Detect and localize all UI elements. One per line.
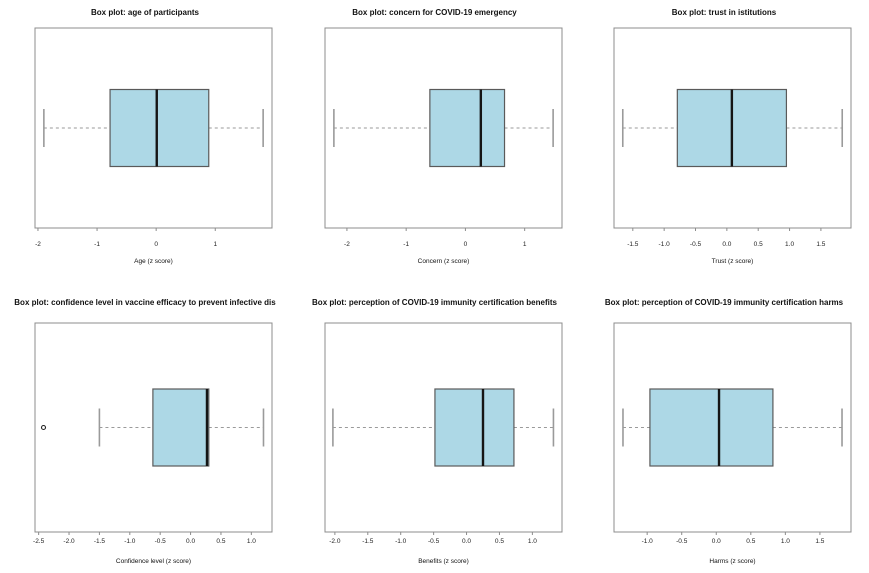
plot-title-confidence: Box plot: confidence level in vaccine ef… xyxy=(14,298,276,307)
boxplot-cell-trust: Box plot: trust in istitutions -1.5 -1.0-… xyxy=(579,0,869,287)
x-tick-label: -2.0 xyxy=(63,538,75,545)
x-tick-label: 0.0 xyxy=(712,538,721,545)
x-tick-label: 0.5 xyxy=(754,241,763,248)
boxplot-cell-confidence: Box plot: confidence level in vaccine ef… xyxy=(0,287,290,573)
outlier-point xyxy=(40,424,47,431)
boxplot-canvas-confidence: -2.5 -2.0 -1.5 -1.0 -0.5 0.0 0.5 1.0 Confidence … xyxy=(33,322,273,565)
iqr-box xyxy=(109,88,210,168)
x-axis-label: Trust (z score) xyxy=(712,258,754,265)
boxplot-canvas-benefits: -2.0 -1.5 -1.0 -0.5 0.0 0.5 1.0 Benefits (z sco… xyxy=(324,322,563,565)
x-tick-label: -1 xyxy=(94,241,100,248)
x-axis-label: Concern (z score) xyxy=(418,258,470,265)
iqr-box xyxy=(429,88,506,168)
x-axis-label: Harms (z score) xyxy=(709,558,755,565)
plot-border xyxy=(613,27,852,229)
x-tick-label: 1.5 xyxy=(816,241,825,248)
x-tick-label: 0 xyxy=(464,241,468,248)
x-tick-label: -1.5 xyxy=(627,241,639,248)
plot-border xyxy=(34,322,273,533)
x-tick-label: -1.0 xyxy=(642,538,654,545)
x-tick-label: -1 xyxy=(403,241,409,248)
x-tick-label: -1.5 xyxy=(94,538,106,545)
x-tick-label: -0.5 xyxy=(676,538,688,545)
x-tick-label: -1.0 xyxy=(124,538,136,545)
x-tick-label: 1.0 xyxy=(528,538,537,545)
plot-title-concern: Box plot: concern for COVID-19 emergency xyxy=(352,8,517,17)
plot-border xyxy=(613,322,852,533)
x-axis-label: Confidence level (z score) xyxy=(116,558,191,565)
x-tick-label: -2.0 xyxy=(329,538,341,545)
iqr-box xyxy=(434,388,515,467)
x-tick-label: -0.5 xyxy=(690,241,702,248)
x-axis-label: Age (z score) xyxy=(134,258,173,265)
x-tick-label: -2 xyxy=(344,241,350,248)
x-tick-label: 1 xyxy=(213,241,217,248)
x-tick-label: -1.0 xyxy=(659,241,671,248)
plot-title-benefits: Box plot: perception of COVID-19 immunit… xyxy=(312,298,557,307)
plot-title-age: Box plot: age of participants xyxy=(90,8,199,17)
plot-border xyxy=(324,27,563,229)
x-tick-label: -1.0 xyxy=(395,538,407,545)
x-tick-label: -2 xyxy=(35,241,41,248)
x-tick-label: 1.0 xyxy=(785,241,794,248)
plot-border xyxy=(324,322,563,533)
boxplot-cell-benefits: Box plot: perception of COVID-19 immunit… xyxy=(290,287,579,573)
x-tick-label: 1 xyxy=(523,241,527,248)
x-tick-label: 0.5 xyxy=(746,538,755,545)
x-tick-label: 0.0 xyxy=(462,538,471,545)
x-tick-label: -0.5 xyxy=(428,538,440,545)
boxplot-canvas-harms: -1.0 -0.5 0.0 0.5 1.0 1.5 Harms (z score) xyxy=(613,322,852,565)
plot-border xyxy=(34,27,273,229)
x-tick-label: 1.0 xyxy=(247,538,256,545)
plot-title-harms: Box plot: perception of COVID-19 immunit… xyxy=(604,298,844,307)
x-axis-label: Benefits (z score) xyxy=(418,558,469,565)
boxplot-cell-concern: Box plot: concern for COVID-19 emergency… xyxy=(290,0,579,287)
iqr-box xyxy=(649,388,774,467)
x-tick-label: 0.0 xyxy=(186,538,195,545)
x-tick-label: 0 xyxy=(154,241,158,248)
boxplot-canvas-concern: -2 -1 0 1 Concern (z score) xyxy=(324,27,563,265)
x-tick-label: -0.5 xyxy=(155,538,167,545)
x-tick-label: 0.5 xyxy=(216,538,225,545)
boxplot-canvas-trust: -1.5 -1.0 -0.5 0.0 0.5 1.0 1.5 Trust (z score) xyxy=(613,27,852,265)
x-tick-label: 1.0 xyxy=(781,538,790,545)
x-tick-label: -2.5 xyxy=(33,538,45,545)
x-tick-label: 0.0 xyxy=(722,241,731,248)
boxplot-canvas-age: -2 -1 0 1 Age (z score) xyxy=(34,27,273,265)
iqr-box xyxy=(152,388,210,467)
x-tick-label: 1.5 xyxy=(815,538,824,545)
x-tick-label: -1.5 xyxy=(362,538,374,545)
boxplot-cell-harms: Box plot: perception of COVID-19 immunit… xyxy=(579,287,869,573)
boxplot-cell-age: Box plot: age of participants -2 -1 0 1 Age … xyxy=(0,0,290,287)
plot-title-trust: Box plot: trust in istitutions xyxy=(671,8,777,17)
x-tick-label: 0.5 xyxy=(495,538,504,545)
